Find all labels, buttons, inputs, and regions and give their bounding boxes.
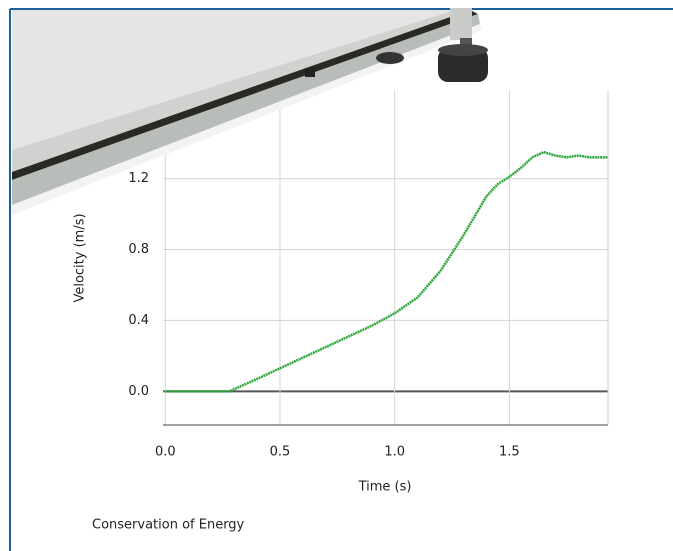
y-tick-label: 1.2 <box>128 171 149 186</box>
x-axis-label: Time (s) <box>358 480 412 495</box>
y-axis-label: Velocity (m/s) <box>73 213 88 302</box>
caption: Conservation of Energy <box>92 518 245 533</box>
x-tick-label: 1.5 <box>499 445 520 460</box>
track-photo <box>12 8 488 215</box>
data-line <box>165 150 608 393</box>
plot: 0.0 0.4 0.8 1.2 0.0 0.5 1.0 1.5 <box>128 90 609 460</box>
x-tick-label: 0.0 <box>155 445 176 460</box>
y-tick-label: 0.0 <box>128 384 149 399</box>
plot-area <box>163 90 608 425</box>
y-tick-label: 0.8 <box>128 242 149 257</box>
y-tick-label: 0.4 <box>128 313 149 328</box>
x-tick-label: 0.5 <box>270 445 291 460</box>
x-tick-label: 1.0 <box>384 445 405 460</box>
